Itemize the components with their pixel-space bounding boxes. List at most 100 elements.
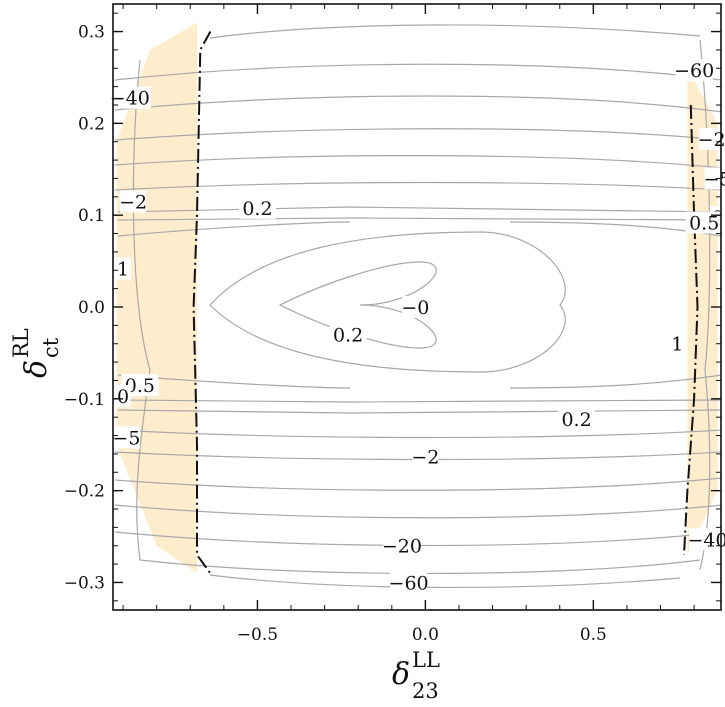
contour-label-bg bbox=[115, 257, 131, 280]
contour-label-text: 0.2 bbox=[242, 198, 272, 220]
contour-line bbox=[209, 574, 681, 589]
contour-label-text: 1 bbox=[117, 258, 129, 280]
contour-line bbox=[509, 374, 721, 389]
boundary-curves bbox=[192, 31, 699, 574]
contour-label: −21 bbox=[698, 127, 725, 151]
contour-label-bg bbox=[115, 385, 131, 408]
contour-label: −40 bbox=[688, 528, 725, 551]
contour-label: −2 bbox=[411, 445, 439, 469]
contour-line bbox=[278, 261, 437, 349]
contour-label-text: −0 bbox=[401, 297, 429, 319]
contour-label-text: −20 bbox=[382, 536, 422, 558]
contour-line bbox=[114, 154, 721, 169]
contour-line bbox=[114, 504, 721, 519]
contour-label-bg bbox=[669, 332, 685, 355]
contour-label-bg bbox=[114, 426, 140, 449]
y-axis-ticks: 0.3 0.2 0.1 0.0 −0.1 −0.2 −0.3 bbox=[64, 12, 721, 602]
contour-label-bg bbox=[329, 323, 367, 346]
contour-label-text: −40 bbox=[110, 88, 150, 110]
y-tick-label: −0.3 bbox=[64, 573, 105, 593]
contour-label: 0.2 bbox=[558, 408, 596, 431]
contour-line bbox=[114, 95, 721, 113]
contour-label-bg bbox=[704, 167, 725, 190]
contour-label-bg bbox=[121, 374, 159, 397]
contour-line bbox=[132, 59, 151, 561]
shaded-region-right bbox=[687, 68, 718, 555]
contour-label: −60 bbox=[389, 571, 429, 594]
x-axis-symbol: δ bbox=[392, 657, 410, 692]
y-axis-superscript: RL bbox=[9, 328, 33, 358]
contour-line bbox=[139, 559, 701, 575]
y-axis-label: δ RL ct bbox=[9, 328, 63, 378]
y-axis-symbol: δ bbox=[19, 360, 54, 378]
contour-label-text: 1 bbox=[671, 334, 683, 356]
x-axis-label: δ LL 23 bbox=[392, 648, 440, 703]
contour-label-text: −5 bbox=[112, 427, 140, 449]
contour-label: −40 bbox=[110, 86, 151, 110]
y-tick-label: −0.1 bbox=[64, 390, 105, 410]
y-tick-label: 0.1 bbox=[78, 206, 105, 226]
contour-line bbox=[209, 24, 701, 39]
contour-label: −5 bbox=[112, 426, 140, 449]
contour-label-bg bbox=[383, 534, 421, 557]
x-axis-subscript: 23 bbox=[412, 679, 439, 703]
contour-label: 0.5 bbox=[121, 374, 159, 397]
contour-label-text: 0.5 bbox=[125, 375, 155, 397]
contour-line bbox=[117, 399, 721, 403]
contour-line bbox=[114, 429, 721, 439]
contour-label: 0 bbox=[115, 385, 131, 408]
contour-line bbox=[114, 181, 721, 191]
contour-label-bg bbox=[685, 211, 723, 234]
boundary-curve bbox=[683, 104, 699, 555]
contour-line bbox=[117, 221, 351, 237]
x-axis-ticks: −0.5 0.0 0.5 bbox=[122, 4, 695, 645]
x-tick-label: 0.0 bbox=[412, 625, 439, 645]
contour-label: −5 bbox=[704, 167, 725, 190]
contour-labels: −60−40−21−5−20.200.51−00.210.500.2−5−2−4… bbox=[110, 59, 725, 594]
contour-line bbox=[114, 63, 721, 81]
contour-label-text: −60 bbox=[389, 572, 429, 594]
x-tick-label: 0.5 bbox=[580, 625, 607, 645]
contour-label-text: 0.2 bbox=[561, 409, 591, 431]
contour-line bbox=[114, 477, 721, 491]
contour-label: −2 bbox=[119, 190, 147, 213]
contour-label-text: −2 bbox=[411, 447, 439, 469]
contour-label-text: 0.2 bbox=[333, 325, 363, 347]
x-tick-label: −0.5 bbox=[237, 625, 278, 645]
contour-line bbox=[114, 128, 721, 141]
contour-label-text: −5 bbox=[704, 168, 725, 190]
contour-line bbox=[117, 217, 721, 221]
contour-label: −0 bbox=[401, 296, 429, 319]
contour-label: −60 bbox=[674, 59, 714, 82]
contour-label-text: −40 bbox=[688, 529, 725, 551]
contour-label-text: −2 bbox=[119, 191, 147, 213]
contour-label-bg bbox=[689, 528, 725, 551]
y-axis-subscript: ct bbox=[39, 337, 63, 358]
contour-label-bg bbox=[699, 127, 725, 150]
contour-line bbox=[117, 374, 351, 389]
contour-label: −20 bbox=[382, 534, 422, 558]
contour-line bbox=[209, 231, 566, 373]
contour-label-bg bbox=[675, 59, 713, 82]
contour-label-text: −21 bbox=[698, 129, 725, 151]
contour-label-text: 0.5 bbox=[689, 213, 719, 235]
contour-label-text: 0 bbox=[117, 386, 129, 408]
contour-line bbox=[117, 409, 721, 414]
contour-label-bg bbox=[238, 196, 276, 219]
y-tick-label: −0.2 bbox=[64, 482, 105, 502]
y-tick-label: 0.0 bbox=[78, 298, 105, 318]
contour-label: 1 bbox=[669, 332, 685, 356]
contour-label: 1 bbox=[115, 257, 131, 280]
y-tick-label: 0.2 bbox=[78, 114, 105, 134]
contour-label: 0.2 bbox=[238, 196, 276, 220]
contour-label-bg bbox=[114, 86, 151, 109]
contour-label: 0.2 bbox=[329, 323, 367, 347]
contour-label-bg bbox=[120, 190, 147, 213]
contour-label: 0.5 bbox=[685, 211, 723, 235]
contour-label-bg bbox=[390, 571, 428, 594]
contour-label-bg bbox=[402, 296, 429, 318]
contour-line bbox=[117, 206, 721, 213]
contour-label-bg bbox=[412, 445, 439, 468]
y-tick-label: 0.3 bbox=[78, 23, 105, 43]
